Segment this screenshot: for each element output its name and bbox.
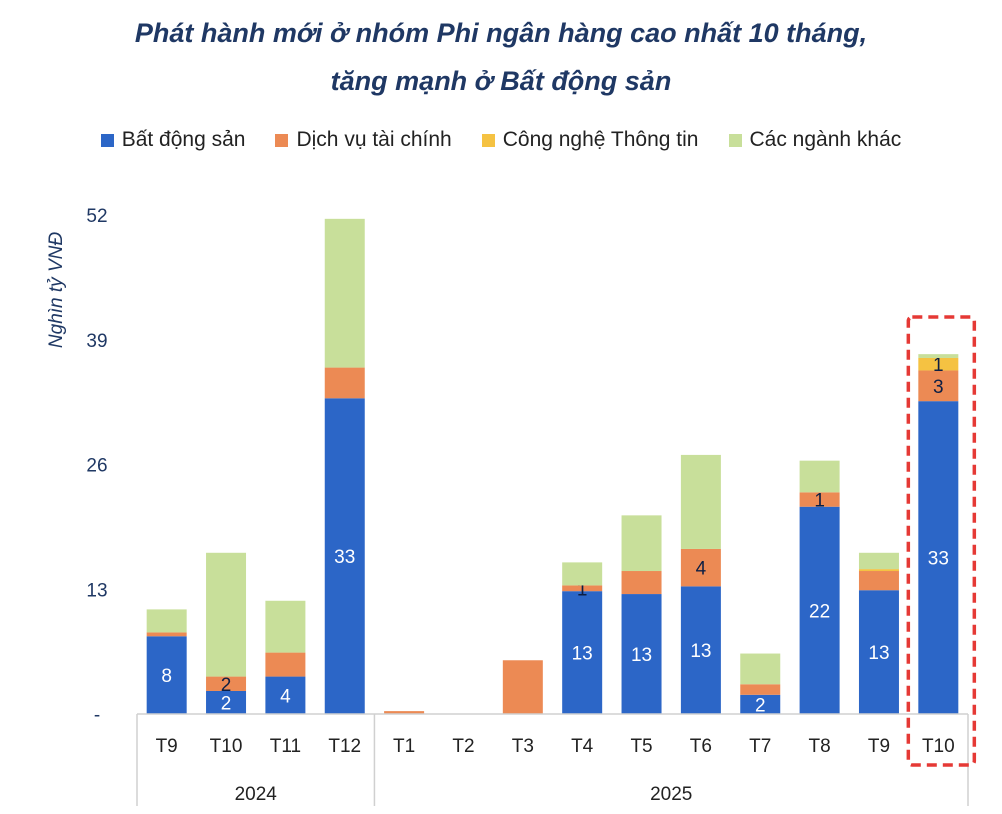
data-label: 13 — [631, 645, 652, 666]
bar-segment — [799, 460, 840, 493]
y-tick-label: 13 — [86, 580, 107, 601]
legend: Bất động sản Dịch vụ tài chính Công nghệ… — [0, 128, 1002, 152]
data-label: 2 — [221, 693, 232, 714]
bar-segment — [858, 571, 899, 591]
x-tick-label: T9 — [156, 736, 178, 757]
legend-swatch — [481, 133, 495, 147]
x-tick-label: T10 — [922, 736, 955, 757]
data-label: 1 — [577, 579, 588, 600]
x-tick-label: T7 — [749, 736, 771, 757]
data-label: 13 — [868, 643, 889, 664]
x-tick-label: T8 — [809, 736, 831, 757]
legend-item-other: Các ngành khác — [728, 128, 902, 152]
bar-segment — [621, 515, 662, 572]
bar-segment — [858, 569, 899, 572]
bar-segment — [146, 632, 187, 637]
bar-segment — [918, 370, 959, 402]
data-label: 8 — [161, 666, 172, 687]
x-tick-label: T1 — [393, 736, 415, 757]
data-label: 1 — [933, 355, 944, 376]
bar-segment — [562, 591, 603, 714]
legend-label: Các ngành khác — [749, 128, 902, 151]
legend-item-financial-services: Dịch vụ tài chính — [275, 128, 452, 152]
bar-segment — [146, 636, 187, 714]
data-label: 4 — [280, 686, 291, 707]
data-label: 22 — [809, 601, 830, 622]
x-tick-label: T10 — [210, 736, 243, 757]
x-tick-label: T9 — [868, 736, 890, 757]
data-label: 3 — [933, 377, 944, 398]
bar-segment — [206, 690, 247, 714]
bar-segment — [324, 218, 365, 368]
year-label: 2025 — [650, 784, 692, 805]
bar-segment — [918, 401, 959, 714]
data-label: 2 — [755, 695, 766, 716]
bar-segment — [740, 684, 781, 695]
bar-segment — [621, 594, 662, 714]
bar-segment — [680, 548, 721, 587]
data-label: 13 — [690, 641, 711, 662]
bar-segment — [799, 492, 840, 507]
y-tick-label: 52 — [86, 206, 107, 227]
bar-segment — [858, 552, 899, 570]
bar-segment — [265, 676, 306, 714]
bar-segment — [918, 354, 959, 358]
x-tick-label: T4 — [571, 736, 594, 757]
y-tick-label: 26 — [86, 456, 107, 477]
bar-segment — [324, 367, 365, 399]
bar-segment — [324, 398, 365, 714]
legend-label: Dịch vụ tài chính — [296, 128, 452, 151]
bar-segment — [146, 609, 187, 633]
y-axis-label: Nghìn tỷ VNĐ — [46, 232, 67, 348]
bar-segment — [918, 357, 959, 371]
bar-segment — [206, 552, 247, 677]
bar-segment — [740, 694, 781, 714]
legend-item-real-estate: Bất động sản — [100, 128, 246, 152]
legend-label: Bất động sản — [121, 128, 246, 151]
year-label: 2024 — [235, 784, 278, 805]
x-tick-label: T11 — [270, 736, 301, 757]
bar-segment — [799, 506, 840, 714]
x-tick-label: T3 — [512, 736, 534, 757]
chart-title: Phát hành mới ở nhóm Phi ngân hàng cao n… — [134, 18, 868, 48]
legend-swatch — [275, 133, 289, 147]
data-label: 2 — [221, 675, 232, 696]
bar-segment — [680, 586, 721, 714]
bar-segment — [265, 652, 306, 677]
bar-segment — [265, 600, 306, 653]
bar-segment — [384, 711, 425, 714]
legend-label: Công nghệ Thông tin — [502, 128, 699, 151]
chart-subtitle: tăng mạnh ở Bất động sản — [330, 66, 672, 96]
legend-swatch — [728, 133, 742, 147]
x-tick-label: T5 — [630, 736, 652, 757]
x-tick-label: T6 — [690, 736, 712, 757]
data-label: 4 — [696, 559, 707, 580]
legend-item-it: Công nghệ Thông tin — [481, 128, 699, 152]
data-label: 33 — [334, 547, 355, 568]
bar-segment — [562, 562, 603, 586]
bar-segment — [206, 676, 247, 691]
data-label: 1 — [814, 491, 825, 512]
x-tick-label: T2 — [452, 736, 474, 757]
legend-swatch — [100, 133, 114, 147]
x-tick-label: T12 — [328, 736, 361, 757]
bar-segment — [858, 590, 899, 714]
data-label: 33 — [928, 549, 949, 570]
bar-segment — [502, 660, 543, 714]
bar-segment — [740, 653, 781, 685]
bar-segment — [562, 585, 603, 592]
y-tick-label: - — [94, 705, 100, 726]
bar-segment — [621, 571, 662, 595]
y-tick-label: 39 — [86, 331, 107, 352]
data-label: 13 — [572, 644, 593, 665]
bar-segment — [680, 454, 721, 549]
